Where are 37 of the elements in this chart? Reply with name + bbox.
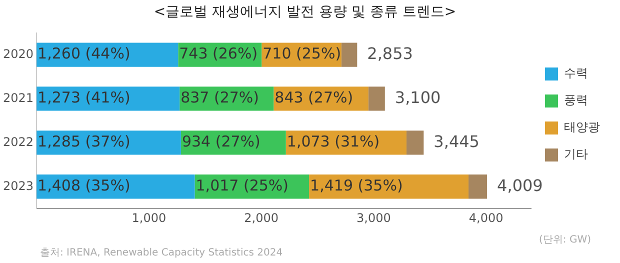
- chart-title: <글로벌 재생에너지 발전 용량 및 종류 트렌드>: [154, 4, 456, 20]
- data-label: 743 (26%): [179, 44, 258, 63]
- y-tick-label: 2022: [2, 134, 34, 149]
- data-label: 1,408 (35%): [38, 176, 130, 195]
- data-label: 843 (27%): [274, 88, 354, 107]
- data-label: 710 (25%): [262, 44, 342, 63]
- data-label: 1,419 (35%): [310, 176, 403, 195]
- total-label: 4,009: [497, 176, 543, 195]
- bar: [406, 130, 424, 155]
- y-tick-label: 2023: [2, 178, 34, 193]
- source-note: 출처: IRENA, Renewable Capacity Statistics 2024: [40, 248, 283, 259]
- legend-label: 풍력: [564, 93, 588, 108]
- total-label: 2,853: [367, 44, 413, 63]
- bar: [368, 86, 385, 111]
- data-label: 1,273 (41%): [38, 88, 130, 107]
- data-label: 1,017 (25%): [196, 176, 289, 195]
- x-tick-label: 1,000: [132, 210, 166, 225]
- data-label: 837 (27%): [180, 88, 260, 107]
- x-tick-label: 4,000: [468, 210, 504, 225]
- y-tick-label: 2020: [2, 46, 34, 61]
- bar: [36, 86, 180, 111]
- data-label: 1,073 (31%): [286, 132, 380, 151]
- data-label: 1,285 (37%): [38, 132, 130, 151]
- legend-label: 태양광: [564, 120, 600, 134]
- x-tick-label: 3,000: [356, 210, 391, 225]
- bar: [36, 130, 181, 155]
- bar: [341, 42, 358, 67]
- legend-label: 기타: [564, 147, 588, 162]
- total-label: 3,445: [434, 132, 480, 151]
- text: (단위: GW): [539, 234, 592, 246]
- data-label: 1,260 (44%): [38, 44, 130, 63]
- bar: [468, 174, 488, 199]
- legend-label: 수력: [564, 66, 588, 80]
- y-tick-label: 2021: [2, 90, 34, 105]
- x-tick-label: 2,000: [244, 210, 278, 225]
- data-label: 934 (27%): [182, 132, 260, 151]
- total-label: 3,100: [394, 88, 441, 107]
